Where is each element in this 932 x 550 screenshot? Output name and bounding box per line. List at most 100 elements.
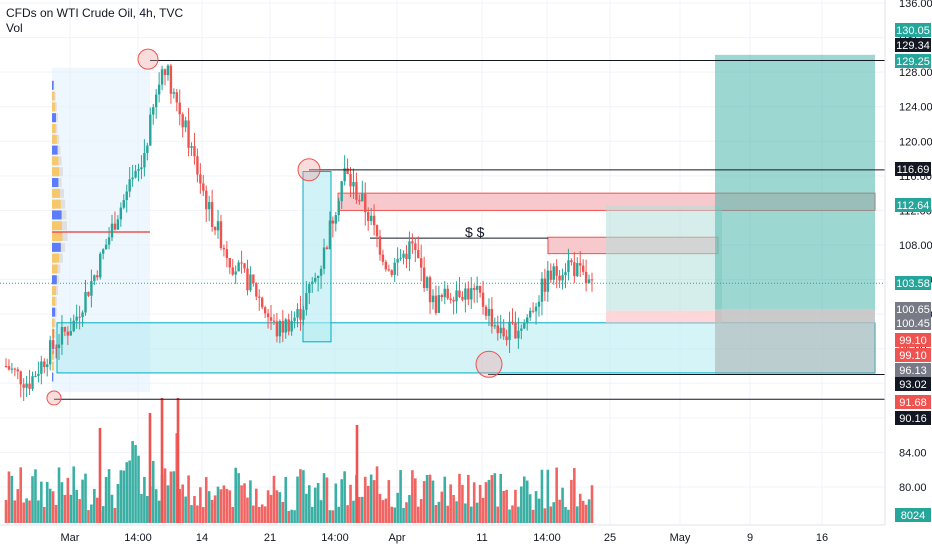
candle-body — [387, 269, 391, 271]
volume-bar — [340, 479, 343, 523]
candle-body — [140, 167, 143, 170]
candle-body — [540, 278, 544, 302]
candle-body — [116, 219, 120, 230]
candle-body — [84, 291, 87, 313]
candle-body — [467, 288, 470, 300]
volume-bar — [316, 482, 320, 523]
volume-bar — [31, 476, 34, 523]
volume-bar — [25, 498, 28, 523]
volume-bar — [414, 478, 417, 523]
vp-bar — [52, 350, 54, 360]
volume-bar — [352, 500, 355, 523]
candle-body — [237, 262, 240, 272]
time-axis[interactable]: Mar 14:00 14 21 14:00 Apr 11 14:00 25 May 9 16 — [0, 524, 885, 544]
symbol-title[interactable]: CFDs on WTI Crude Oil, 4h, TVC — [6, 6, 184, 20]
volume-bar — [328, 510, 332, 523]
candle-body — [523, 323, 526, 329]
volume-bar — [587, 499, 591, 523]
candle-body — [128, 179, 131, 192]
candle-body — [555, 266, 558, 276]
volume-bar — [555, 467, 558, 523]
candle-body — [493, 325, 497, 327]
candle-body — [346, 168, 349, 175]
candle-body — [63, 326, 67, 332]
time-axis-label: 25 — [604, 532, 616, 544]
volume-bar — [131, 441, 134, 523]
drawing-zones — [0, 54, 885, 392]
candle-body — [567, 260, 570, 273]
candle-body — [431, 295, 435, 303]
candle-body — [255, 283, 258, 297]
volume-bar — [234, 467, 237, 523]
volume-bar — [107, 469, 111, 523]
time-axis-label: Mar — [61, 532, 80, 544]
time-axis-label: Apr — [388, 532, 405, 544]
candle-body — [81, 312, 84, 318]
volume-bar — [402, 508, 405, 523]
candle-body — [87, 291, 90, 296]
vp-bar — [52, 188, 60, 198]
candle-body — [499, 327, 502, 334]
candle-body — [514, 322, 517, 339]
candle-body — [340, 181, 343, 202]
candle-body — [455, 290, 458, 302]
volume-bar — [178, 489, 182, 523]
vp-bar — [52, 275, 57, 285]
volume-bar — [184, 496, 187, 523]
volume-bar — [543, 508, 547, 523]
candle-body — [163, 69, 167, 76]
volume-bar — [363, 476, 367, 523]
candle-body — [10, 368, 14, 370]
candle-body — [393, 262, 396, 275]
candle-body — [4, 366, 8, 368]
candle-body — [172, 92, 176, 94]
volume-bar — [484, 482, 488, 523]
volume-bar — [176, 398, 180, 523]
candle-body — [293, 317, 296, 321]
candle-body — [75, 316, 78, 321]
price-tag-box — [895, 23, 931, 37]
candle-body — [420, 258, 423, 268]
volume-bar — [393, 507, 397, 523]
price-tag-box — [895, 302, 931, 316]
volume-bar — [187, 475, 190, 523]
candle-body — [381, 254, 385, 262]
horizontal-levels[interactable] — [54, 60, 885, 400]
volume-bar — [575, 506, 579, 523]
price-tag-label: 99.10 — [899, 335, 927, 347]
vp-bar — [52, 156, 59, 166]
candle-body — [564, 272, 567, 276]
candle-body — [396, 258, 399, 263]
candle-body — [228, 258, 231, 268]
candle-body — [154, 94, 158, 108]
candle-body — [284, 319, 287, 333]
candle-body — [313, 278, 317, 282]
candle-body — [196, 156, 199, 175]
volume-bar — [325, 477, 329, 523]
candle-body — [72, 320, 75, 332]
candle-body — [405, 253, 408, 260]
candle-body — [543, 278, 547, 292]
time-axis-label: 21 — [264, 532, 276, 544]
vp-bar — [52, 178, 59, 188]
volume-bar — [313, 487, 317, 523]
vp-bar — [52, 145, 58, 155]
volume-bar — [425, 475, 429, 523]
volume-bar — [517, 506, 520, 523]
time-axis-label: 16 — [816, 532, 828, 544]
volume-bar — [419, 499, 423, 523]
candle-body — [43, 361, 46, 368]
volume-bar — [154, 489, 158, 523]
candle-body — [290, 320, 293, 332]
time-axis-label: 9 — [747, 532, 753, 544]
price-axis[interactable]: 136.00USD128.00124.00120.00116.00112.001… — [884, 0, 932, 525]
candle-body — [110, 223, 114, 238]
candle-body — [225, 249, 229, 259]
volume-bar — [140, 493, 143, 523]
volume-bar — [564, 506, 567, 523]
price-axis-label: 128.00 — [899, 67, 932, 79]
candle-body — [517, 330, 520, 339]
long-stop-zone — [606, 310, 722, 323]
volume-bar — [440, 491, 444, 523]
